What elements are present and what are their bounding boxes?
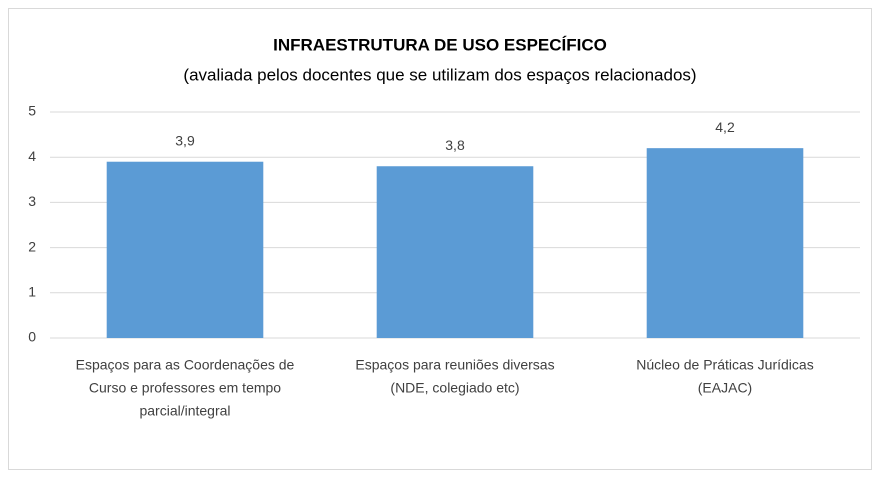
x-tick-label: Curso e professores em tempo bbox=[89, 380, 281, 396]
x-tick-label: Espaços para reuniões diversas bbox=[355, 357, 554, 373]
y-tick-label: 5 bbox=[28, 103, 36, 119]
x-tick-label: (EAJAC) bbox=[698, 380, 752, 396]
chart-title: INFRAESTRUTURA DE USO ESPECÍFICO bbox=[273, 35, 607, 54]
y-tick-label: 2 bbox=[28, 238, 36, 254]
x-tick-label: (NDE, colegiado etc) bbox=[390, 380, 519, 396]
x-tick-label: Espaços para as Coordenações de bbox=[76, 357, 295, 373]
data-label: 3,8 bbox=[445, 137, 465, 153]
y-tick-label: 0 bbox=[28, 329, 36, 345]
x-tick-label: Núcleo de Práticas Jurídicas bbox=[636, 357, 813, 373]
x-tick-label: parcial/integral bbox=[139, 403, 230, 419]
chart-subtitle: (avaliada pelos docentes que se utilizam… bbox=[183, 65, 696, 84]
data-label: 4,2 bbox=[715, 119, 735, 135]
bar bbox=[106, 161, 264, 338]
bar bbox=[376, 166, 534, 338]
data-label: 3,9 bbox=[175, 132, 195, 148]
y-tick-label: 4 bbox=[28, 148, 36, 164]
y-tick-label: 1 bbox=[28, 284, 36, 300]
y-tick-label: 3 bbox=[28, 193, 36, 209]
bar bbox=[646, 148, 804, 338]
